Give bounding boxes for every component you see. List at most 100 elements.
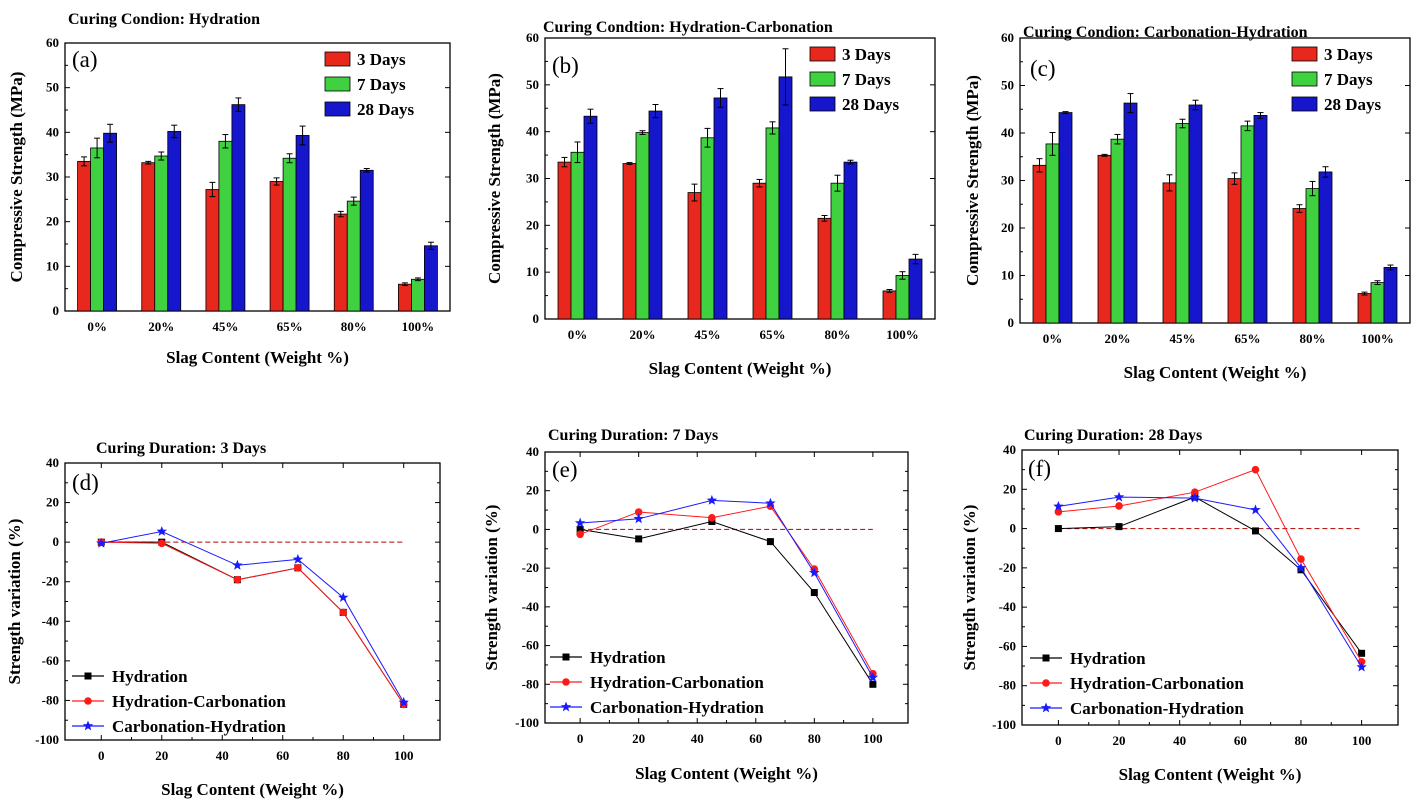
x-tick-label: 60 — [276, 748, 289, 763]
data-point — [562, 653, 570, 661]
data-point — [562, 678, 570, 686]
x-tick-label: 20 — [632, 731, 645, 746]
x-tick-label: 0 — [98, 748, 105, 763]
panel-letter: (e) — [552, 457, 578, 482]
y-axis-label: Compressive Strength (MPa) — [963, 75, 982, 286]
y-tick-label: -100 — [35, 732, 59, 747]
y-tick-label: 30 — [46, 169, 59, 184]
bar — [1253, 115, 1268, 324]
y-tick-label: 10 — [46, 258, 59, 273]
data-point — [1251, 465, 1260, 474]
y-tick-label: 0 — [53, 534, 60, 549]
data-point — [706, 494, 718, 505]
x-tick-label: 80 — [337, 748, 350, 763]
bar — [154, 155, 169, 312]
line-chart-panel: -100 -80 -60 -40 -20 0 20 40 0 20 40 60 80 100 Hydrati… — [960, 427, 1399, 784]
panel-title: Curing Condtion: Hydration-Carbonation — [543, 19, 833, 36]
data-point — [96, 537, 107, 548]
x-tick-label: 80% — [825, 327, 851, 342]
y-axis-label: Strength variation (%) — [960, 505, 979, 671]
legend-label: 7 Days — [1324, 70, 1373, 89]
bar — [167, 131, 182, 312]
bar — [700, 137, 715, 320]
y-tick-label: -80 — [999, 678, 1016, 693]
x-tick-label: 80% — [341, 319, 367, 334]
y-tick-label: -100 — [515, 715, 539, 730]
bar — [1305, 188, 1320, 324]
x-tick-label: 100 — [1352, 733, 1372, 748]
bar — [141, 162, 156, 312]
bar — [1123, 102, 1138, 324]
bar — [295, 135, 310, 312]
legend-swatch — [809, 96, 836, 112]
data-point — [398, 696, 409, 707]
y-tick-label: 60 — [46, 35, 59, 50]
data-point — [1358, 649, 1366, 657]
bar — [77, 160, 91, 312]
x-tick-label: 0% — [1043, 331, 1063, 346]
y-tick-label: 20 — [1003, 481, 1016, 496]
data-point — [1115, 523, 1123, 531]
x-tick-label: 20 — [155, 748, 168, 763]
data-point — [867, 672, 879, 682]
x-tick-label: 80 — [1294, 733, 1307, 748]
x-tick-label: 0 — [1055, 733, 1062, 748]
bar — [231, 104, 246, 312]
legend-label: 28 Days — [842, 95, 900, 114]
x-tick-label: 0% — [87, 319, 107, 334]
data-point — [84, 672, 92, 680]
panel-title: Curing Condion: Carbonation-Hydration — [1023, 24, 1308, 41]
legend-swatch — [809, 71, 836, 87]
data-point — [809, 567, 820, 578]
bar — [713, 97, 728, 320]
y-tick-label: -20 — [999, 560, 1016, 575]
x-tick-label: 45% — [212, 319, 238, 334]
y-tick-label: 0 — [53, 303, 60, 318]
legend-label: 3 Days — [842, 45, 891, 64]
bar — [1097, 154, 1112, 324]
y-axis-label: Compressive Strength (MPa) — [485, 73, 504, 284]
x-tick-label: 20% — [630, 327, 656, 342]
series-line — [1058, 468, 1363, 663]
x-tick-label: 40 — [691, 731, 704, 746]
y-tick-label: -40 — [999, 599, 1016, 614]
legend-label: 7 Days — [357, 75, 406, 94]
data-point — [560, 701, 572, 712]
bar-chart-panel: 0 10 20 30 40 50 60 0% 20% 45% 65% 80% 100% 3 Days 7 D… — [7, 11, 451, 367]
y-tick-label: -40 — [522, 599, 539, 614]
y-tick-label: -100 — [992, 717, 1016, 732]
x-tick-label: 40 — [216, 748, 229, 763]
data-point — [1042, 679, 1050, 687]
series-line — [580, 520, 874, 685]
bar-chart-panel: 0 10 20 30 40 50 60 0% 20% 45% 65% 80% 100% 3 Days 7 D… — [963, 24, 1411, 382]
panel-title: Curing Duration: 3 Days — [96, 440, 266, 457]
y-tick-label: 60 — [1001, 30, 1014, 45]
y-tick-label: 0 — [533, 311, 540, 326]
x-axis-label: Slag Content (Weight %) — [635, 764, 818, 783]
data-point — [338, 592, 349, 602]
bar — [895, 275, 910, 320]
y-tick-label: 40 — [526, 124, 539, 139]
y-tick-label: -20 — [42, 574, 59, 589]
data-point — [84, 697, 92, 705]
bar — [411, 278, 425, 312]
bar — [583, 115, 598, 320]
bar — [1058, 112, 1073, 324]
x-axis-label: Slag Content (Weight %) — [649, 359, 832, 378]
data-point — [869, 680, 877, 688]
data-point — [156, 526, 167, 536]
legend-swatch — [1291, 71, 1318, 87]
legend-label: Hydration-Carbonation — [1070, 674, 1244, 693]
bar — [1188, 104, 1203, 324]
data-point — [157, 539, 166, 548]
legend-swatch — [324, 76, 351, 92]
bar — [557, 161, 572, 320]
bar — [908, 258, 923, 320]
bar — [1110, 138, 1125, 324]
data-point — [1053, 500, 1064, 511]
bar — [1032, 164, 1047, 324]
y-tick-label: 20 — [526, 483, 539, 498]
data-point — [339, 608, 348, 617]
legend-label: 28 Days — [357, 100, 415, 119]
series-line — [1058, 496, 1363, 654]
